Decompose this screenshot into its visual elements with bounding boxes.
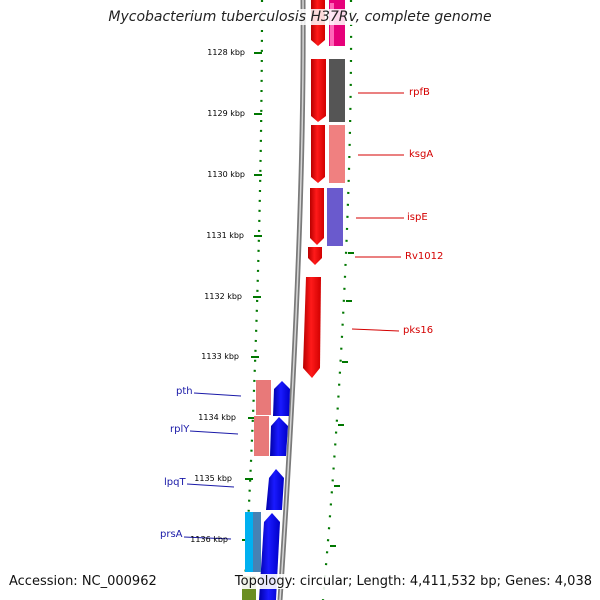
gene-label-rplY[interactable]: rplY [170, 424, 190, 435]
cds-forward-rpfB [311, 59, 326, 122]
ruler-label: 1132 kbp [204, 292, 242, 301]
gene-label-prsA[interactable]: prsA [160, 529, 183, 540]
gene-label-Rv1012[interactable]: Rv1012 [405, 251, 444, 262]
accession-text: Accession: NC_000962 [9, 574, 157, 589]
gene-label-pth[interactable]: pth [176, 386, 193, 397]
cog-block [329, 59, 345, 122]
genome-summary-text: Topology: circular; Length: 4,411,532 bp… [234, 574, 592, 589]
gc-content-marks [330, 252, 354, 547]
forward-label-leaders [351, 92, 404, 332]
cog-block [253, 512, 261, 572]
gc-skew-inner-track [242, 0, 264, 600]
map-title: Mycobacterium tuberculosis H37Rv, comple… [106, 9, 494, 25]
ruler-label: 1130 kbp [207, 170, 245, 179]
cds-reverse-pth [273, 381, 290, 416]
cog-block [256, 380, 271, 415]
gene-label-lpqT[interactable]: lpqT [164, 477, 186, 488]
gene-label-pks16[interactable]: pks16 [403, 325, 434, 336]
ruler-label: 1134 kbp [198, 413, 236, 422]
ruler-label: 1128 kbp [207, 48, 245, 57]
gene-label-ksgA[interactable]: ksgA [409, 149, 434, 160]
cog-block [245, 512, 254, 572]
cog-block [329, 125, 345, 183]
ruler-ticks [242, 52, 262, 541]
gene-label-rpfB[interactable]: rpfB [409, 87, 430, 98]
cog-track-right [327, 0, 345, 246]
cds-reverse-rplY [270, 417, 288, 456]
genome-backbone [277, 0, 306, 600]
ruler-label: 1131 kbp [206, 231, 244, 240]
cds-forward-ispE [310, 188, 324, 245]
forward-cds-track [303, 0, 326, 378]
genome-backbone-highlight [279, 0, 304, 600]
cds-forward-Rv1012 [308, 247, 322, 265]
cds-reverse-lpqT [266, 469, 284, 510]
reverse-label-leaders [183, 392, 242, 540]
cog-block [327, 188, 343, 246]
gene-label-ispE[interactable]: ispE [407, 212, 428, 223]
cds-forward-pks16 [303, 277, 321, 378]
cds-forward-ksgA [311, 125, 325, 183]
cog-block [254, 416, 269, 456]
ruler-label: 1135 kbp [194, 474, 232, 483]
ruler-label: 1136 kbp [190, 535, 228, 544]
ruler-label: 1129 kbp [207, 109, 245, 118]
ruler-label: 1133 kbp [201, 352, 239, 361]
